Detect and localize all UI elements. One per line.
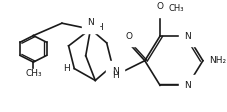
Text: H: H <box>63 64 70 73</box>
Text: N: N <box>111 67 118 76</box>
Text: CH₃: CH₃ <box>25 69 42 78</box>
Polygon shape <box>112 66 121 74</box>
Text: H: H <box>111 71 118 80</box>
Text: O: O <box>156 2 163 11</box>
Text: CH₃: CH₃ <box>168 4 183 13</box>
Text: NH₂: NH₂ <box>209 56 226 65</box>
Text: O: O <box>125 32 131 41</box>
Text: H: H <box>96 23 103 32</box>
Text: N: N <box>87 18 94 27</box>
Text: N: N <box>183 31 190 41</box>
Text: N: N <box>183 81 190 90</box>
